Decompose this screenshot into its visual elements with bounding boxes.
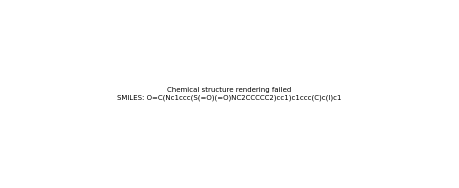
Text: Chemical structure rendering failed
SMILES: O=C(Nc1ccc(S(=O)(=O)NC2CCCCC2)cc1)c1: Chemical structure rendering failed SMIL…: [117, 87, 342, 101]
